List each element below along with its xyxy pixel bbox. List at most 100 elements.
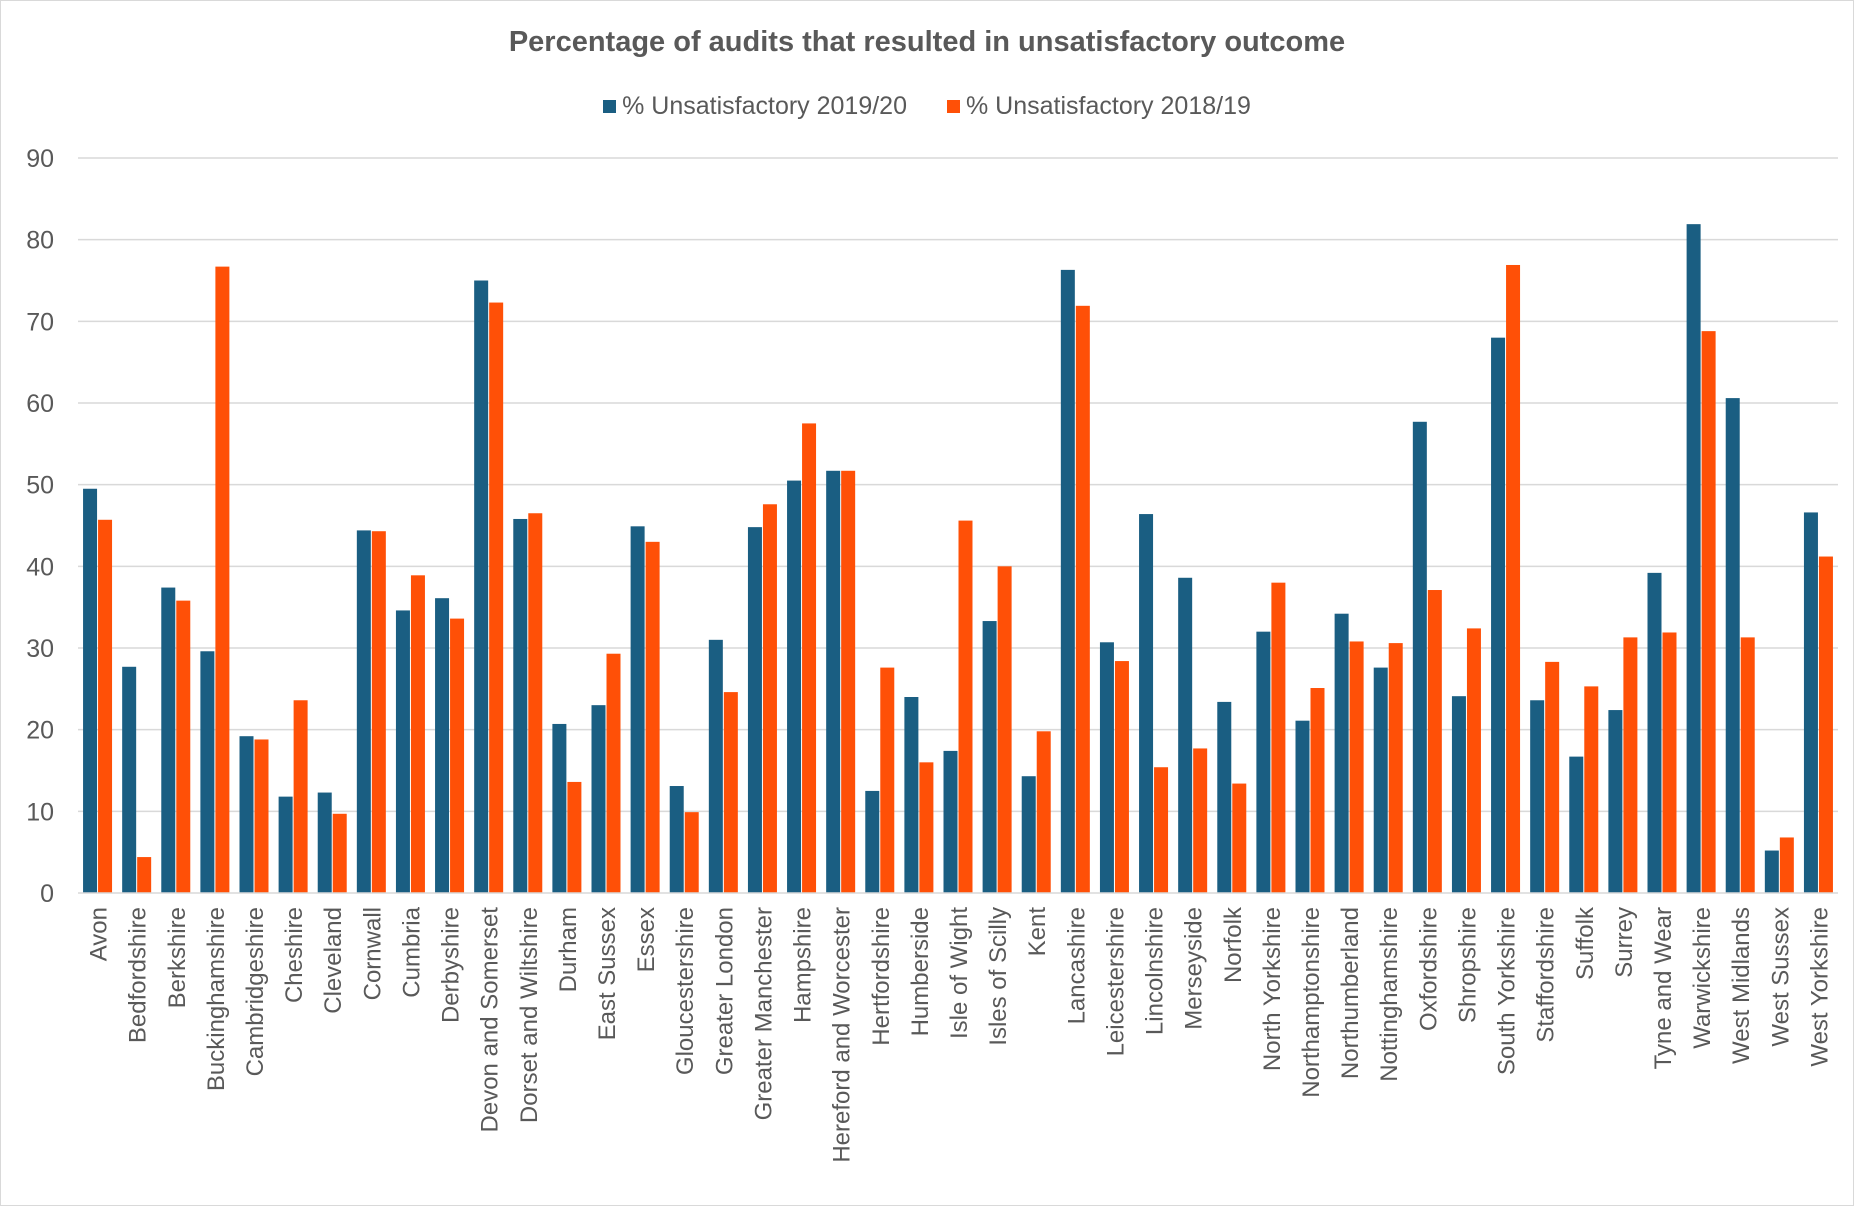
bar-2019-20-33 bbox=[1374, 668, 1388, 893]
bar-2018-19-8 bbox=[411, 575, 425, 893]
x-tick-label: Cleveland bbox=[320, 907, 347, 1014]
x-tick-label: Nottinghamshire bbox=[1376, 907, 1403, 1082]
x-tick-label: Cambridgeshire bbox=[242, 907, 269, 1076]
x-tick-label: South Yorkshire bbox=[1494, 907, 1521, 1075]
x-tick-label: Humberside bbox=[907, 907, 934, 1036]
x-tick-label: Avon bbox=[86, 907, 113, 961]
x-tick-label: Staffordshire bbox=[1533, 907, 1560, 1043]
y-tick-label-50: 50 bbox=[26, 472, 54, 500]
bar-2019-20-30 bbox=[1256, 632, 1270, 893]
x-tick-label: Greater Manchester bbox=[750, 907, 777, 1120]
bar-2018-19-1 bbox=[137, 857, 151, 893]
bar-2019-20-0 bbox=[83, 489, 97, 893]
x-tick-label: Gloucestershire bbox=[672, 907, 699, 1075]
y-tick-label-60: 60 bbox=[26, 390, 54, 418]
bar-2019-20-42 bbox=[1726, 398, 1740, 893]
bar-2018-19-35 bbox=[1467, 628, 1481, 893]
x-tick-label: Isle of Wight bbox=[946, 907, 973, 1039]
bar-2019-20-4 bbox=[240, 736, 254, 893]
x-tick-label: Surrey bbox=[1611, 907, 1638, 978]
bar-2019-20-19 bbox=[826, 471, 840, 893]
bar-2018-19-12 bbox=[567, 782, 581, 893]
bar-2018-19-19 bbox=[841, 471, 855, 893]
bar-2018-19-9 bbox=[450, 619, 464, 893]
bar-2019-20-37 bbox=[1530, 700, 1544, 893]
bar-2018-19-11 bbox=[528, 513, 542, 893]
x-tick-label: Northamptonshire bbox=[1298, 907, 1325, 1098]
bar-2019-20-35 bbox=[1452, 696, 1466, 893]
bar-2018-19-39 bbox=[1623, 637, 1637, 893]
bar-2018-19-2 bbox=[176, 601, 190, 893]
x-tick-label: Hereford and Worcester bbox=[829, 907, 856, 1163]
bar-2018-19-23 bbox=[998, 566, 1012, 893]
bar-2019-20-16 bbox=[709, 640, 723, 893]
bar-2019-20-23 bbox=[983, 621, 997, 893]
y-tick-label-70: 70 bbox=[26, 308, 54, 336]
bar-2019-20-7 bbox=[357, 530, 371, 893]
bar-2018-19-17 bbox=[763, 504, 777, 893]
bar-2019-20-34 bbox=[1413, 422, 1427, 893]
x-tick-label: Bedfordshire bbox=[125, 907, 152, 1043]
bar-2019-20-18 bbox=[787, 481, 801, 893]
bar-2019-20-26 bbox=[1100, 642, 1114, 893]
bar-2019-20-8 bbox=[396, 610, 410, 893]
x-tick-label: East Sussex bbox=[594, 907, 621, 1040]
bar-2019-20-13 bbox=[592, 705, 606, 893]
bar-2019-20-29 bbox=[1217, 702, 1231, 893]
bar-2019-20-5 bbox=[279, 797, 293, 893]
bar-2018-19-3 bbox=[215, 267, 229, 893]
bar-2019-20-22 bbox=[944, 751, 958, 893]
bar-2019-20-20 bbox=[865, 791, 879, 893]
bar-2019-20-39 bbox=[1608, 710, 1622, 893]
x-tick-label: Lincolnshire bbox=[1142, 907, 1169, 1035]
bar-2018-19-0 bbox=[98, 520, 112, 893]
bar-2019-20-27 bbox=[1139, 514, 1153, 893]
bar-2018-19-36 bbox=[1506, 265, 1520, 893]
x-tick-label: Hampshire bbox=[790, 907, 817, 1023]
x-tick-label: Cheshire bbox=[281, 907, 308, 1003]
bar-2018-19-28 bbox=[1193, 748, 1207, 893]
bar-2019-20-6 bbox=[318, 793, 332, 893]
bar-2018-19-29 bbox=[1232, 784, 1246, 893]
x-tick-label: Kent bbox=[1024, 907, 1051, 957]
bar-2019-20-43 bbox=[1765, 851, 1779, 893]
bar-2019-20-38 bbox=[1569, 757, 1583, 893]
bar-2019-20-40 bbox=[1648, 573, 1662, 893]
bar-2018-19-43 bbox=[1780, 837, 1794, 893]
bar-2018-19-5 bbox=[294, 700, 308, 893]
bar-2018-19-6 bbox=[333, 814, 347, 893]
x-tick-label: Tyne and Wear bbox=[1650, 907, 1677, 1069]
x-tick-label: Cornwall bbox=[359, 907, 386, 1000]
bar-2019-20-25 bbox=[1061, 270, 1075, 893]
x-tick-label: Cumbria bbox=[398, 906, 425, 997]
bar-2018-19-41 bbox=[1702, 331, 1716, 893]
y-tick-label-10: 10 bbox=[26, 798, 54, 826]
bar-2018-19-32 bbox=[1350, 641, 1364, 893]
y-tick-label-30: 30 bbox=[26, 635, 54, 663]
bar-2019-20-3 bbox=[200, 651, 214, 893]
bar-2018-19-30 bbox=[1271, 583, 1285, 893]
bar-2018-19-31 bbox=[1311, 688, 1325, 893]
bar-2018-19-27 bbox=[1154, 767, 1168, 893]
x-tick-label: West Yorkshire bbox=[1806, 907, 1833, 1067]
y-tick-label-90: 90 bbox=[26, 145, 54, 173]
x-tick-label: Devon and Somerset bbox=[477, 907, 504, 1133]
x-tick-label: Essex bbox=[633, 907, 660, 972]
x-tick-label: Berkshire bbox=[164, 907, 191, 1008]
x-tick-label: Derbyshire bbox=[438, 907, 465, 1023]
bar-2019-20-32 bbox=[1335, 614, 1349, 893]
bar-2019-20-14 bbox=[631, 526, 645, 893]
y-tick-label-80: 80 bbox=[26, 227, 54, 255]
x-tick-label: Norfolk bbox=[1220, 906, 1247, 983]
bar-2018-19-37 bbox=[1545, 662, 1559, 893]
bar-2018-19-4 bbox=[255, 739, 269, 893]
bar-2019-20-11 bbox=[513, 519, 527, 893]
bar-2018-19-13 bbox=[607, 654, 621, 893]
x-tick-label: Leicestershire bbox=[1102, 907, 1129, 1056]
x-tick-label: Warwickshire bbox=[1689, 907, 1716, 1049]
x-tick-label: Durham bbox=[555, 907, 582, 992]
bar-2018-19-22 bbox=[959, 521, 973, 893]
bar-2018-19-42 bbox=[1741, 637, 1755, 893]
bar-2018-19-44 bbox=[1819, 557, 1833, 893]
